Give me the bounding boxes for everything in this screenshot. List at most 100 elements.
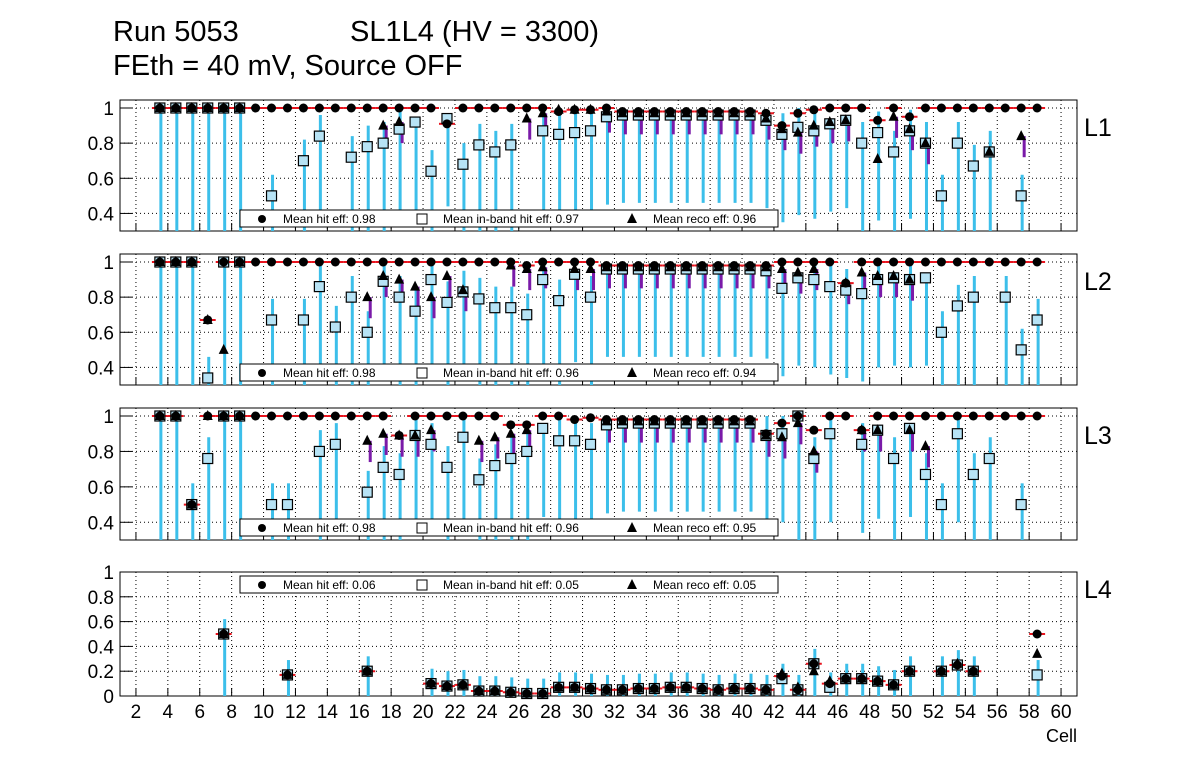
x-tick-label: 24 [476, 702, 498, 723]
hit-marker [426, 257, 436, 267]
inband-marker [776, 282, 788, 294]
hit-marker [601, 261, 611, 271]
legend-reco-label: Mean reco eff: 0.95 [653, 521, 757, 535]
legend-hit-label: Mean hit eff: 0.98 [283, 212, 376, 226]
hit-marker [1000, 257, 1010, 267]
hit-marker [936, 666, 946, 676]
inband-marker [584, 291, 597, 303]
y-tick-label: 0.4 [88, 204, 115, 225]
inband-marker [265, 190, 278, 202]
inband-marker [329, 321, 341, 333]
reco-marker [473, 434, 484, 445]
x-tick-label: 50 [891, 702, 912, 723]
hit-marker [809, 105, 819, 115]
hit-marker [235, 103, 245, 113]
hit-marker [538, 257, 548, 267]
inband-marker [425, 273, 437, 286]
hit-marker [346, 103, 356, 113]
inband-marker [824, 428, 836, 440]
hit-marker [617, 685, 627, 695]
hit-marker [841, 278, 851, 288]
hit-marker [681, 107, 691, 117]
inband-marker [425, 438, 437, 450]
inband-marker [1031, 314, 1043, 326]
legend-inband-swatch [416, 579, 428, 591]
hit-marker [267, 103, 277, 113]
hit-marker [665, 415, 675, 425]
hit-marker [713, 415, 723, 425]
x-tick-label: 14 [317, 702, 339, 723]
hit-marker [936, 411, 946, 421]
inband-marker [489, 146, 501, 158]
hit-marker [889, 257, 899, 267]
legend-hit-swatch [258, 581, 266, 589]
reco-marker [904, 123, 915, 134]
hit-marker [490, 411, 500, 421]
hit-marker [952, 411, 962, 421]
reco-marker [1016, 130, 1027, 141]
hit-marker [841, 103, 851, 113]
layer-label: L3 [1084, 422, 1112, 450]
reco-marker [489, 431, 500, 442]
inband-marker [281, 498, 294, 511]
reco-marker [904, 273, 915, 284]
hit-marker [458, 411, 468, 421]
panel-l3: 0.4 0.6 0.8 1 L3 Mean hit eff: 0.98 Mean in-ba… [88, 407, 1112, 541]
hit-marker [920, 411, 930, 421]
hit-marker [298, 103, 308, 113]
hit-marker [506, 420, 516, 430]
hit-marker [761, 685, 771, 695]
hit-marker [282, 103, 292, 113]
hit-marker [729, 415, 739, 425]
x-tick-label: 12 [285, 702, 306, 723]
reco-marker [872, 270, 883, 281]
inband-marker [919, 272, 932, 284]
inband-marker [505, 139, 517, 151]
hit-marker [681, 682, 691, 692]
hit-marker [968, 103, 978, 113]
hit-marker [745, 684, 755, 694]
hit-marker [187, 257, 197, 267]
inband-marker [935, 498, 948, 511]
inband-marker [935, 190, 948, 202]
x-tick-label: 60 [1050, 702, 1071, 723]
legend-box [239, 518, 779, 537]
reco-marker [792, 126, 803, 137]
hit-marker [490, 103, 500, 113]
inband-marker [537, 125, 549, 137]
inband-marker [553, 435, 565, 447]
inband-marker [872, 126, 884, 139]
hit-marker [235, 411, 245, 421]
inband-marker [313, 281, 325, 293]
inband-marker [919, 468, 932, 481]
hit-marker [793, 411, 803, 421]
hit-marker [729, 684, 739, 694]
x-tick-label: 32 [604, 702, 625, 723]
x-tick-label: 34 [636, 702, 658, 723]
hit-marker [1000, 103, 1010, 113]
hit-marker [522, 420, 532, 430]
reco-marker [888, 110, 899, 121]
hit-marker [1016, 411, 1026, 421]
hit-marker [522, 103, 532, 113]
y-tick-label: 0.8 [88, 134, 114, 155]
x-tick-label: 22 [444, 702, 465, 723]
hit-marker [968, 666, 978, 676]
legend-hit-swatch [258, 369, 266, 377]
inband-marker [856, 438, 868, 450]
legend: Mean hit eff: 0.98 Mean in-band hit eff: … [239, 363, 779, 382]
x-tick-label: 28 [540, 702, 561, 723]
y-tick-label: 1 [103, 99, 114, 120]
hit-marker [873, 257, 883, 267]
inband-marker [967, 291, 979, 303]
hit-marker [984, 411, 994, 421]
hit-marker [1032, 257, 1042, 267]
hit-marker [298, 411, 308, 421]
hit-marker [442, 257, 452, 267]
reco-marker [378, 427, 389, 438]
inband-marker [568, 126, 581, 139]
x-tick-label: 56 [987, 702, 1008, 723]
inband-marker [441, 296, 453, 309]
inband-marker [202, 372, 214, 384]
hit-marker [187, 103, 197, 113]
